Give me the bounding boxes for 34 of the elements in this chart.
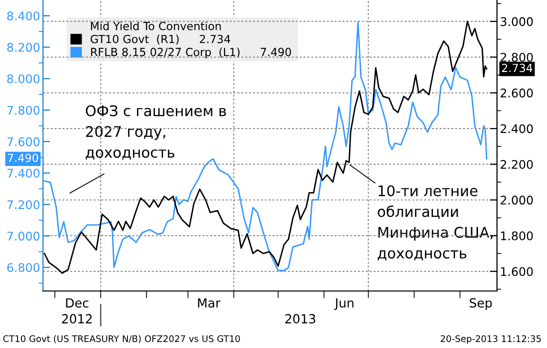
annotation: 10-ти летние облигации Минфина США, доходность (378, 185, 493, 260)
y2-tick-label: 1.800 (501, 231, 533, 240)
x2-tick-label: 2012 (62, 314, 92, 324)
x-tick-label: Jun (334, 298, 354, 310)
text: 7.490 (8, 154, 38, 162)
legend-label: RFLB 8.15 02/27 Corp (L1) (91, 48, 240, 58)
y2-tick-label: 2.000 (500, 196, 533, 205)
y-tick-label: 8.000 (7, 74, 40, 84)
data-label: 2.734 (502, 64, 532, 72)
y-tick-label: 8.200 (7, 42, 40, 52)
y2-tick-label: 2.800 (500, 52, 533, 62)
annotation: 2.734 (200, 34, 230, 44)
y2-tick-label: 2.400 (500, 124, 533, 134)
x-tick-label: Mar (198, 298, 220, 308)
y2-tick-label: 3.000 (500, 17, 533, 26)
text: CT10 Govt (US TREASURY N/B) OFZ2027 vs US GT10 (3, 335, 240, 344)
annotation: 7.490 (260, 48, 292, 56)
y-tick-label: 7.000 (7, 232, 40, 241)
text: 20-Sep-2013 11:12:35 (440, 335, 541, 344)
y-tick-label: 7.400 (7, 168, 40, 178)
y-tick-label: 8.400 (7, 11, 40, 20)
y2-tick-label: 1.600 (501, 267, 533, 276)
x-tick-label: Sep (470, 298, 492, 310)
y2-tick-label: 2.600 (500, 88, 533, 98)
y2-tick-label: 2.200 (500, 160, 533, 169)
legend-title: Mid Yield To Convention (91, 22, 221, 30)
legend-label: GT10 Govt (R1) (90, 34, 179, 45)
x-tick-label: Dec (66, 298, 88, 308)
y-tick-label: 7.600 (7, 137, 40, 146)
y-tick-label: 7.200 (7, 200, 40, 210)
y-tick-label: 6.800 (7, 263, 40, 272)
y-tick-label: 7.800 (7, 106, 40, 115)
annotation: ОФЗ с гашением в 2027 году, доходность (86, 105, 226, 160)
x2-tick-label: 2013 (285, 314, 316, 324)
